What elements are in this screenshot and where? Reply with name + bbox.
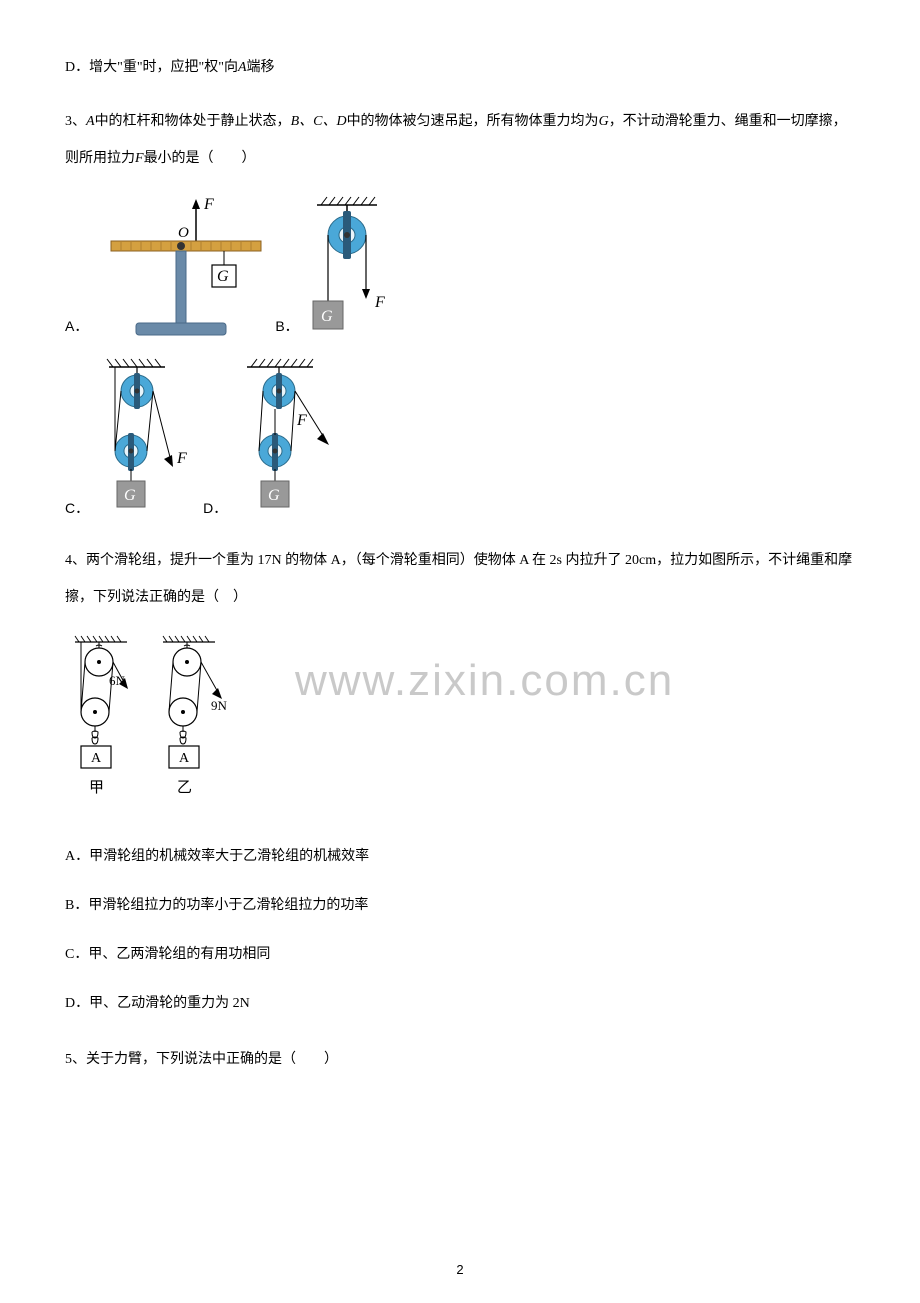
- q3-figrow1: A． F O: [65, 191, 855, 341]
- q2-optd-text: D．增大"重"时，应把"权"向: [65, 60, 238, 75]
- q5-text: 5、关于力臂，下列说法中正确的是（ ）: [65, 1042, 855, 1078]
- q3-number: 3、: [65, 114, 86, 129]
- q3-label-c: C．: [65, 498, 89, 519]
- page-number: 2: [0, 1260, 920, 1280]
- q4-body: 两个滑轮组，提升一个重为 17N 的物体 A，（每个滑轮重相同）使物体 A 在 …: [65, 553, 852, 604]
- svg-text:G: G: [124, 487, 136, 504]
- q3-figure-d: F G: [235, 353, 345, 523]
- q3-t1: 中的杠杆和物体处于静止状态，: [95, 114, 291, 129]
- q3-t4: 最小的是（ ）: [144, 151, 256, 166]
- q4-option-c: C．甲、乙两滑轮组的有用功相同: [65, 944, 855, 965]
- svg-text:A: A: [91, 751, 102, 766]
- q3-figrow2: C． F: [65, 353, 855, 523]
- q4-option-b: B．甲滑轮组拉力的功率小于乙滑轮组拉力的功率: [65, 895, 855, 916]
- svg-text:F: F: [203, 196, 214, 213]
- q3-varbcd: B、C、D: [291, 114, 347, 129]
- svg-text:F: F: [296, 412, 307, 429]
- svg-text:A: A: [179, 751, 190, 766]
- q2-optd-tail: 端移: [247, 60, 275, 75]
- svg-text:G: G: [321, 308, 333, 325]
- q4-option-d: D．甲、乙动滑轮的重力为 2N: [65, 993, 855, 1014]
- svg-text:G: G: [268, 487, 280, 504]
- q5-number: 5、: [65, 1052, 86, 1067]
- q4-text: 4、两个滑轮组，提升一个重为 17N 的物体 A，（每个滑轮重相同）使物体 A …: [65, 543, 855, 616]
- svg-text:F: F: [176, 450, 187, 467]
- svg-text:甲: 甲: [89, 780, 104, 796]
- q4-figure: 6N A 甲: [65, 630, 855, 820]
- svg-text:乙: 乙: [177, 780, 192, 796]
- q3-label-b: B．: [275, 316, 298, 337]
- svg-text:6N: 6N: [109, 673, 126, 688]
- q3-varf: F: [135, 151, 144, 166]
- q2-option-d: D．增大"重"时，应把"权"向A端移: [65, 50, 855, 86]
- svg-text:G: G: [217, 268, 229, 285]
- q3-varA: A: [86, 114, 95, 129]
- q3-figure-a: F O G: [96, 191, 271, 341]
- q3-label-d: D．: [203, 498, 227, 519]
- q3-label-a: A．: [65, 316, 88, 337]
- q3-t2: 中的物体被匀速吊起，所有物体重力均为: [347, 114, 599, 129]
- q5-body: 关于力臂，下列说法中正确的是（ ）: [86, 1052, 338, 1067]
- q3-figure-b: F G: [307, 191, 407, 341]
- q4-number: 4、: [65, 553, 86, 568]
- svg-text:O: O: [178, 225, 189, 241]
- q3-varg: G: [599, 114, 609, 129]
- q3-figure-c: F G: [97, 353, 197, 523]
- svg-text:F: F: [374, 294, 385, 311]
- q4-option-a: A．甲滑轮组的机械效率大于乙滑轮组的机械效率: [65, 846, 855, 867]
- svg-text:9N: 9N: [211, 698, 228, 713]
- q3-text: 3、A中的杠杆和物体处于静止状态，B、C、D中的物体被匀速吊起，所有物体重力均为…: [65, 104, 855, 177]
- q2-optd-var: A: [238, 60, 247, 75]
